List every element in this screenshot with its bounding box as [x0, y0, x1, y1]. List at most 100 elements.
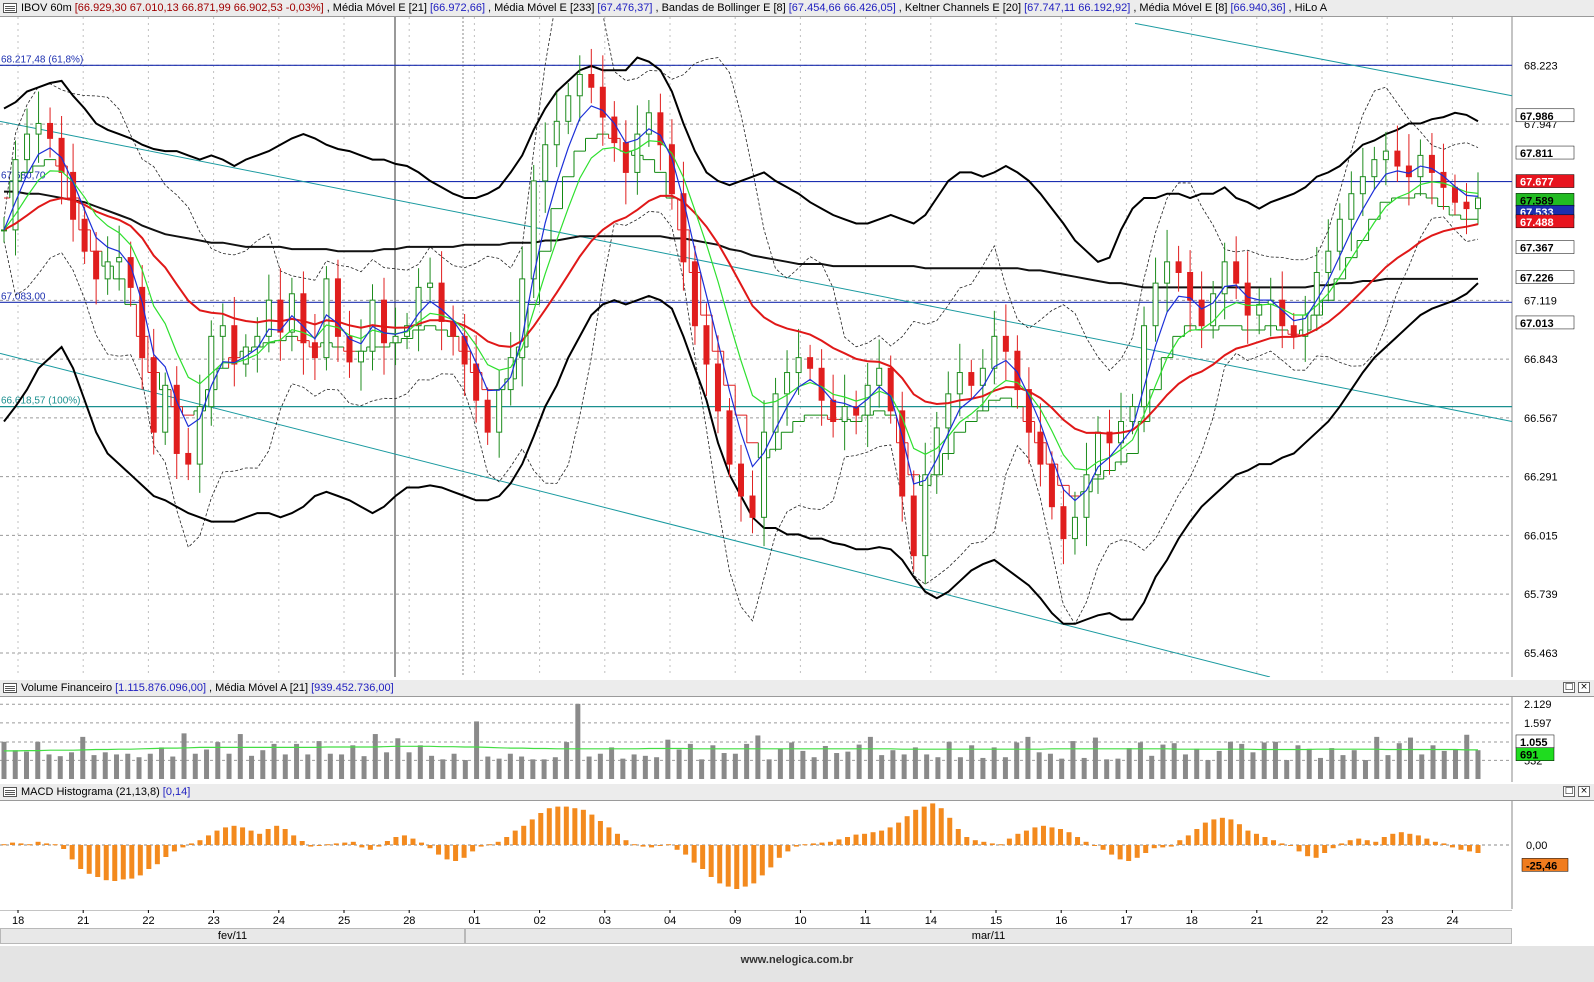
price-chart[interactable]: 68.223 67.947 67.119 66.843 66.567 66.291 66.0… — [0, 0, 1594, 678]
macd-bar — [938, 808, 944, 845]
candle-body — [1428, 154, 1435, 173]
volume-bar — [766, 759, 772, 779]
candle-body — [1475, 197, 1481, 210]
macd-tag-box — [1521, 858, 1569, 872]
candle-body — [1129, 406, 1136, 423]
candle-body — [876, 367, 883, 386]
time-tick-label: 25 — [338, 915, 350, 927]
price-tag-label: 67.677 — [1520, 177, 1554, 189]
macd-bar — [1040, 825, 1046, 845]
price-tag-box — [1515, 315, 1575, 330]
title-segment: [66.929,30 67.010,13 66.871,99 66.902,53… — [74, 2, 324, 14]
macd-bar — [1415, 835, 1421, 845]
candle-body — [427, 282, 434, 288]
volume-bar — [676, 749, 682, 779]
candle-body — [784, 372, 791, 395]
macd-bar — [998, 844, 1004, 846]
macd-bar — [1211, 819, 1217, 845]
price-axis-bg — [1512, 17, 1594, 677]
candle-body — [611, 116, 618, 144]
macd-bar — [1083, 841, 1089, 845]
volume-bar — [417, 745, 423, 779]
time-tick-label: 11 — [860, 915, 871, 927]
macd-bar — [683, 845, 689, 855]
macd-bar — [342, 842, 348, 845]
volume-bar — [631, 754, 637, 779]
volume-bar — [1261, 742, 1267, 779]
candle-body — [565, 95, 572, 122]
macd-panel[interactable]: 0,00 -25,46 — [0, 801, 1594, 909]
candle-body — [1279, 299, 1286, 327]
macd-bar — [52, 844, 58, 846]
volume-bar — [147, 753, 153, 779]
title-segment: [0,14] — [162, 786, 191, 798]
volume-bar — [654, 757, 660, 779]
macd-bar — [214, 830, 220, 845]
candle-body — [1152, 282, 1159, 327]
macd-bar — [487, 844, 493, 846]
macd-close-button[interactable]: × — [1578, 786, 1590, 797]
time-tick-label: 24 — [273, 915, 285, 927]
volume-bar — [181, 733, 187, 779]
candle-body — [807, 357, 814, 369]
time-tick-label: 01 — [468, 915, 480, 927]
macd-chart[interactable]: 0,00 -25,46 — [0, 801, 1594, 909]
macd-bar — [742, 845, 748, 887]
volume-bar — [327, 753, 333, 779]
footer — [0, 946, 1594, 982]
macd-bar — [972, 840, 978, 845]
candle-body — [991, 335, 998, 369]
volume-bar — [1272, 741, 1278, 779]
volume-bar — [575, 703, 581, 779]
macd-bar — [470, 845, 476, 852]
price-tag-label: 67.589 — [1520, 195, 1554, 207]
volume-bar — [192, 753, 198, 779]
price-tag: 67.589 — [1515, 193, 1575, 207]
candle-body — [1290, 325, 1297, 337]
candle-body — [242, 346, 249, 365]
macd-bar — [1271, 840, 1277, 845]
macd-bar — [930, 803, 936, 845]
candle-body — [830, 399, 837, 423]
title-segment: [1.115.876.096,00] — [115, 682, 207, 694]
macd-bar — [776, 845, 782, 858]
macd-bar — [836, 839, 842, 845]
macd-bar — [1015, 833, 1021, 845]
volume-close-button[interactable]: × — [1578, 682, 1590, 693]
volume-bar — [1385, 755, 1391, 779]
price-tag-label: 67.488 — [1520, 217, 1554, 229]
volume-bar — [789, 742, 795, 779]
candle-body — [1083, 474, 1090, 518]
month-feb-label: fev/11 — [217, 930, 248, 942]
macd-bar — [640, 845, 646, 847]
macd-bar — [495, 841, 501, 845]
macd-bar — [78, 845, 84, 869]
macd-bar — [393, 837, 399, 845]
macd-bar — [384, 841, 390, 845]
volume-bar — [845, 751, 851, 779]
macd-maximize-button[interactable]: □ — [1563, 786, 1575, 797]
macd-bar — [1032, 827, 1038, 845]
macd-bar — [1347, 840, 1353, 845]
price-tag-label: 67.367 — [1520, 243, 1554, 255]
volume-bar — [1216, 750, 1222, 779]
price-panel[interactable]: 68.223 67.947 67.119 66.843 66.567 66.291 66.0… — [0, 0, 1594, 678]
title-segment: , Média Móvel A [21] — [209, 682, 309, 694]
title-segment: [67.747,11 66.192,92] — [1024, 2, 1131, 14]
candle-body — [749, 495, 756, 518]
macd-bar — [1117, 845, 1123, 860]
volume-bar — [1025, 736, 1031, 779]
time-tick-label: 24 — [1446, 915, 1458, 927]
volume-tag-label: 691 — [1520, 750, 1538, 762]
macd-bar — [1322, 845, 1328, 853]
volume-bar — [451, 753, 457, 779]
volume-maximize-button[interactable]: □ — [1563, 682, 1575, 693]
candle-body — [680, 193, 687, 263]
volume-title: Volume Financeiro [1.115.876.096,00], Méd… — [21, 682, 397, 694]
macd-bar — [61, 845, 67, 849]
price-tick-label: 65.739 — [1524, 589, 1558, 601]
macd-bar — [521, 825, 527, 845]
macd-tick-label: 0,00 — [1526, 840, 1547, 852]
